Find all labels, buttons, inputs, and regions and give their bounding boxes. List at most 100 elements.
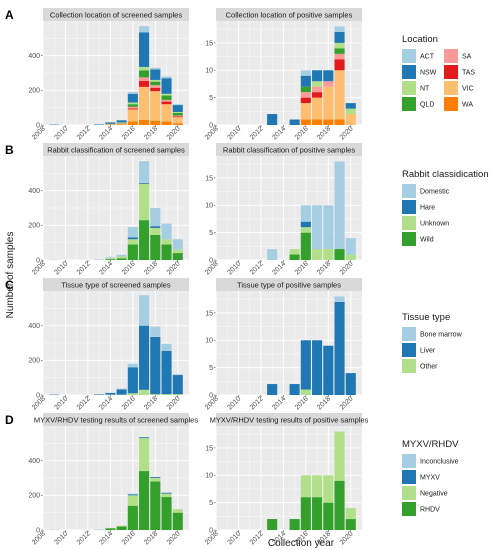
x-tick-label: 2008 <box>31 395 47 411</box>
bar-segment-vic <box>300 103 311 120</box>
legend-key <box>402 200 416 214</box>
legend-title: Location <box>402 34 438 45</box>
panel-title: Tissue type of positive samples <box>237 281 341 290</box>
y-tick-label: 200 <box>28 223 40 230</box>
bar-segment-domestic <box>127 227 138 238</box>
bar-segment-nt <box>334 42 345 49</box>
legend-label: MYXV <box>420 475 440 482</box>
legends-layer: Location ACT NSW NT QLD SA TAS VIC WA Rabbit clas… <box>402 34 489 516</box>
bar-segment-qld <box>127 104 138 107</box>
panel-strip <box>216 278 362 291</box>
bar-segment-negative <box>172 509 183 513</box>
bar-segment-vic <box>105 124 116 125</box>
bar-segment-nsw <box>161 78 172 94</box>
bar-segment-sa <box>300 92 311 98</box>
bar-segment-negative <box>345 508 356 520</box>
legend-label: NT <box>420 86 430 93</box>
bar-segment-domestic <box>345 238 356 255</box>
bar-segment-vic <box>312 97 323 120</box>
bar-segment-bone-marrow <box>139 295 150 326</box>
y-tick-label: 0 <box>209 392 213 399</box>
y-axis-title: Number of samples <box>5 232 16 319</box>
bar-segment-negative <box>127 495 138 506</box>
panel-title: Rabbit classification of positive sample… <box>223 146 355 155</box>
bar-segment-rhdv <box>323 502 334 530</box>
bar-segment-qld <box>334 48 345 54</box>
x-axis-title: Collection year <box>268 538 335 549</box>
bar-segment-rhdv <box>345 519 356 530</box>
bar-segment-negative <box>161 493 172 498</box>
bar-segment-myxv <box>150 477 161 478</box>
legend-key <box>444 49 458 63</box>
bar-segment-tas <box>300 97 311 104</box>
x-tick-label: 2014 <box>98 260 114 276</box>
legend-key <box>402 486 416 500</box>
y-tick-label: 15 <box>205 40 213 47</box>
bar-segment-other <box>139 389 150 395</box>
x-tick-label: 2020 <box>339 260 355 276</box>
legend-label: Other <box>420 364 438 371</box>
bar-segment-wild <box>172 253 183 260</box>
bar-segment-inconclusive <box>127 493 138 495</box>
panel-strip <box>43 143 189 156</box>
legend-1: Location ACT NSW NT QLD SA TAS VIC WA <box>402 34 475 111</box>
bar-segment-liver <box>105 392 116 395</box>
x-tick-label: 2014 <box>271 125 287 141</box>
legend-label: Domestic <box>420 189 450 196</box>
bar-segment-wa <box>150 120 161 125</box>
bar-segment-tas <box>172 116 183 118</box>
panel-title: Rabbit classification of screened sample… <box>47 146 185 155</box>
bar-segment-other <box>161 394 172 395</box>
bar-segment-unknown <box>127 239 138 245</box>
x-tick-label: 2020 <box>166 125 182 141</box>
bar-segment-nsw <box>267 114 278 125</box>
bar-segment-nt <box>139 66 150 71</box>
x-tick-label: 2010 <box>226 395 242 411</box>
panel-letters-layer: A B C D <box>5 8 14 427</box>
x-tick-label: 2018 <box>316 260 332 276</box>
bar-segment-domestic <box>105 257 116 259</box>
y-tick-label: 5 <box>209 95 213 102</box>
y-tick-label: 5 <box>209 500 213 507</box>
bar-segment-wild <box>300 232 311 260</box>
bar-segment-bone-marrow <box>150 326 161 337</box>
x-tick-label: 2012 <box>249 530 265 546</box>
y-tick-label: 400 <box>28 53 40 60</box>
bar-segment-domestic <box>267 249 278 260</box>
legend-label: Liver <box>420 348 436 355</box>
bar-segment-nsw <box>323 70 334 82</box>
x-tick-label: 2012 <box>249 125 265 141</box>
bar-segment-nt <box>150 79 161 82</box>
bar-segment-domestic <box>323 205 334 250</box>
y-tick-label: 10 <box>205 68 213 75</box>
x-tick-label: 2010 <box>226 260 242 276</box>
legend-label: ACT <box>420 54 435 61</box>
x-tick-label: 2014 <box>98 125 114 141</box>
legend-key <box>402 49 416 63</box>
bar-segment-unknown <box>116 256 127 259</box>
x-tick-label: 2012 <box>249 395 265 411</box>
x-tick-label: 2018 <box>316 125 332 141</box>
bar-segment-hare <box>300 221 311 228</box>
bar-segment-other <box>300 389 311 395</box>
bar-segment-other <box>150 394 161 395</box>
bar-segment-nsw <box>105 122 116 124</box>
bar-segment-act <box>150 67 161 70</box>
x-tick-label: 2012 <box>76 260 92 276</box>
x-tick-label: 2016 <box>121 125 137 141</box>
bar-segment-wild <box>161 244 172 260</box>
legend-2: Rabbit classidication Domestic Hare Unknown… <box>402 169 489 246</box>
x-tick-label: 2016 <box>121 260 137 276</box>
x-tick-label: 2012 <box>76 530 92 546</box>
bar-segment-wild <box>139 220 150 260</box>
bar-segment-tas <box>150 87 161 92</box>
bar-segment-domestic <box>139 161 150 183</box>
bar-segment-hare <box>127 237 138 240</box>
bar-segment-sa <box>150 85 161 88</box>
bar-segment-unknown <box>161 239 172 245</box>
bar-segment-act <box>172 104 183 106</box>
bar-segment-other <box>127 393 138 395</box>
bar-segment-wa <box>127 121 138 125</box>
panel-letter-d: D <box>5 413 14 427</box>
chart-panel-7: MYXV/RHDV testing results of screened sa… <box>28 413 198 546</box>
